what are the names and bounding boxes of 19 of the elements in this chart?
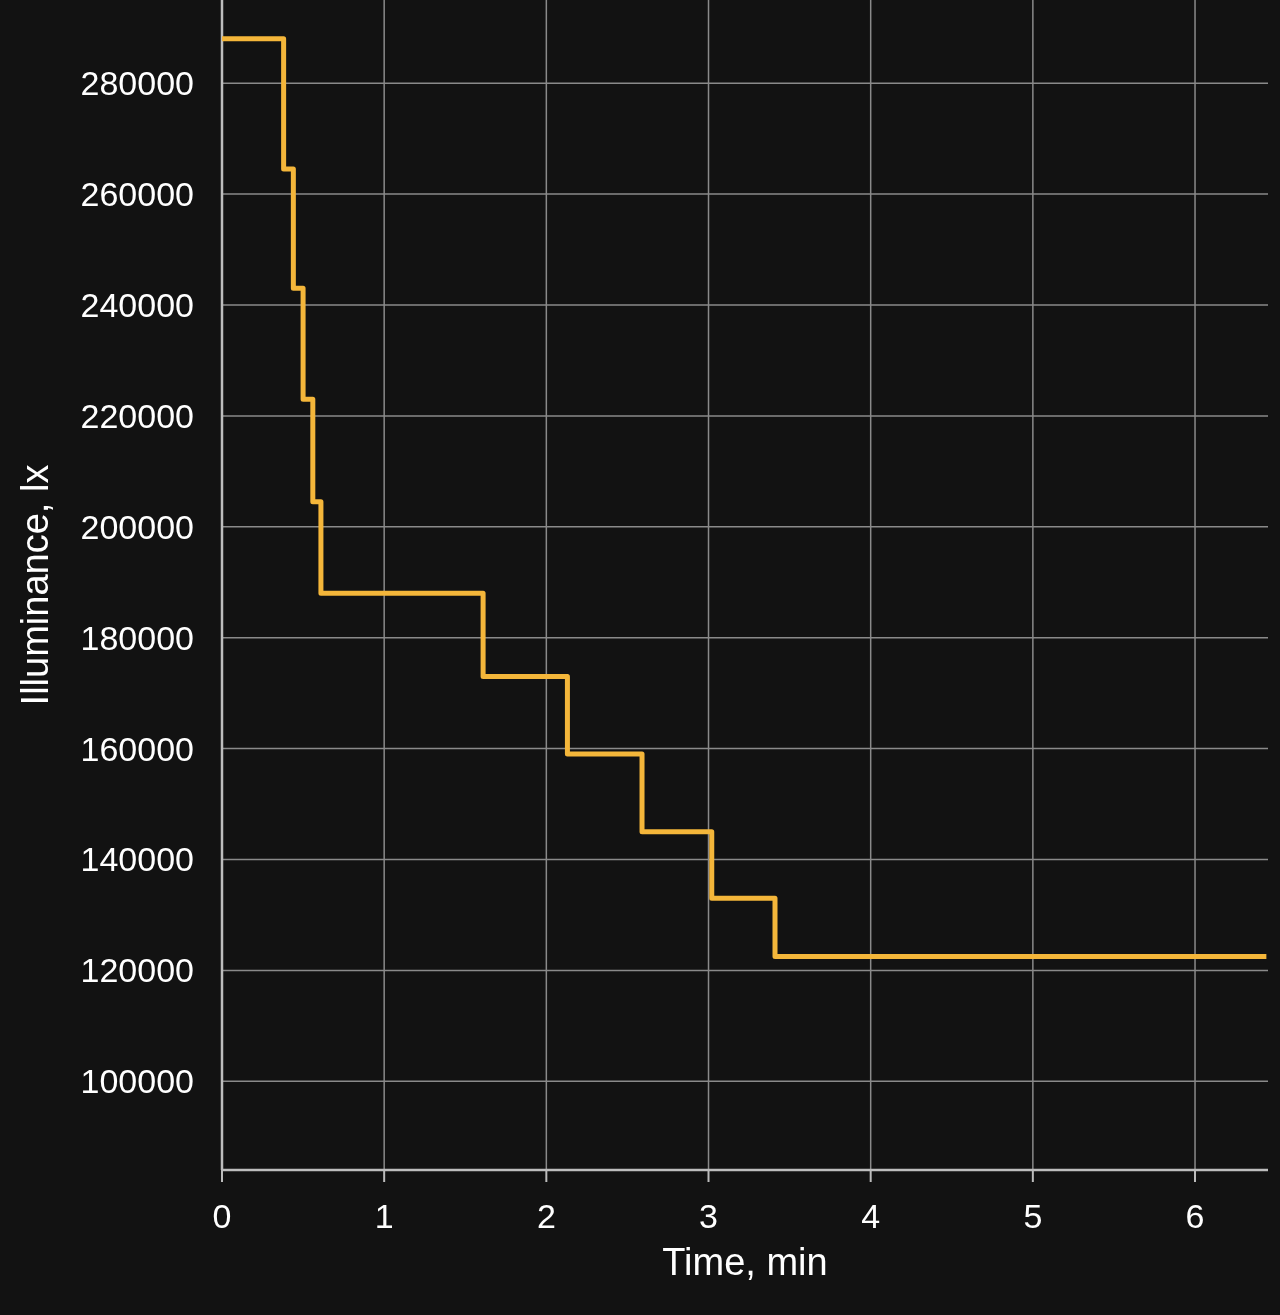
x-tick-label: 1 bbox=[374, 1197, 394, 1235]
y-tick-label: 280000 bbox=[80, 64, 194, 103]
x-tick-label: 2 bbox=[536, 1197, 556, 1235]
x-tick-label: 3 bbox=[699, 1197, 718, 1235]
y-tick-label: 240000 bbox=[80, 285, 194, 324]
y-tick-label: 140000 bbox=[80, 840, 194, 879]
y-tick-label: 160000 bbox=[80, 729, 194, 768]
x-tick-label: 6 bbox=[1185, 1197, 1205, 1235]
y-tick-label: 180000 bbox=[80, 618, 194, 657]
y-axis-title: Illuminance, lx bbox=[14, 464, 56, 706]
y-tick-label: 200000 bbox=[80, 507, 194, 546]
y-tick-label: 220000 bbox=[80, 396, 194, 435]
y-tick-label: 120000 bbox=[80, 951, 194, 990]
y-tick-label: 100000 bbox=[80, 1062, 194, 1101]
x-tick-label: 5 bbox=[1023, 1197, 1043, 1235]
x-tick-label: 4 bbox=[861, 1197, 881, 1235]
x-tick-label: 0 bbox=[212, 1197, 232, 1235]
y-tick-label: 260000 bbox=[80, 175, 194, 214]
x-axis-title: Time, min bbox=[662, 1241, 828, 1283]
